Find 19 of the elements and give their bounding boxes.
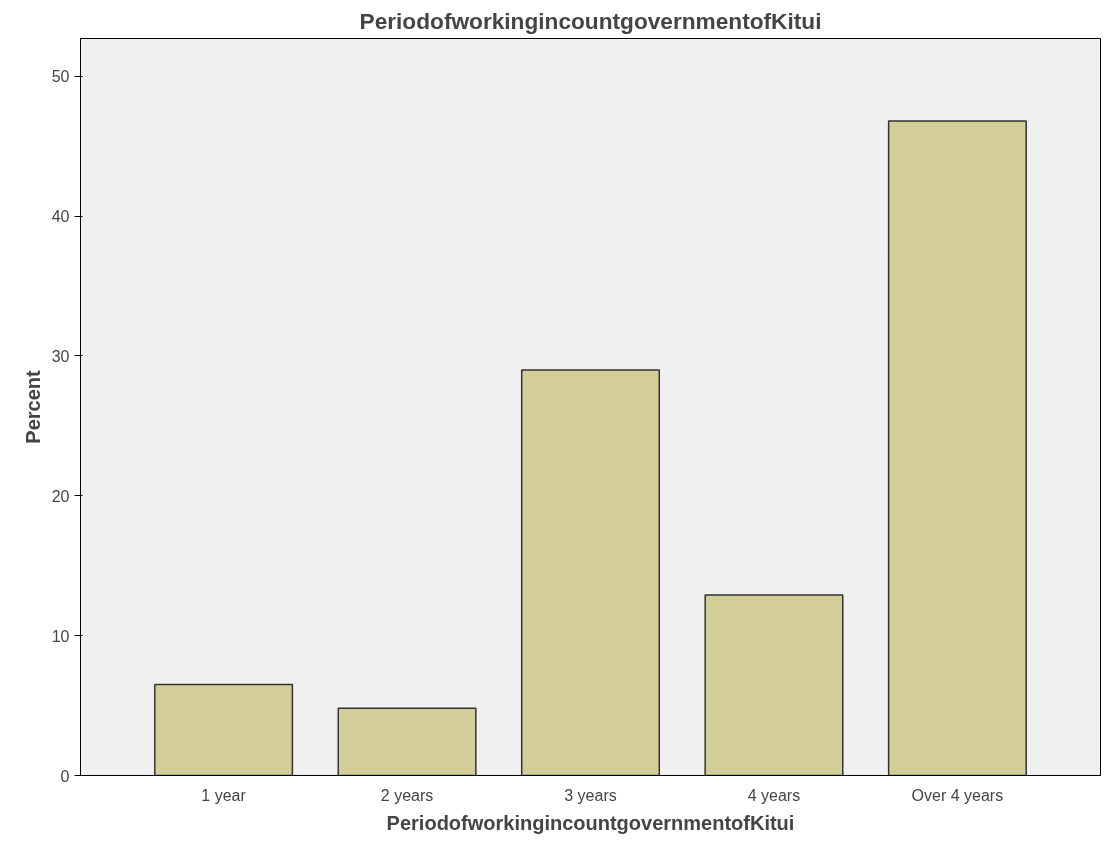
bar — [154, 683, 294, 776]
y-tick-label: 10 — [51, 627, 70, 645]
y-tick-label: 40 — [51, 208, 70, 226]
x-tick-label: Over 4 years — [911, 786, 1004, 804]
y-tick-label: 0 — [60, 767, 70, 785]
x-tick-label: 4 years — [747, 786, 801, 804]
x-tick-label: 1 year — [201, 786, 247, 804]
bar — [704, 594, 844, 776]
x-tick-label: 2 years — [380, 786, 434, 804]
bar — [337, 707, 477, 776]
y-tick-label: 20 — [51, 487, 70, 505]
bar — [520, 369, 661, 776]
bar — [887, 120, 1027, 776]
chart-title: PeriodofworkingincountgovernmentofKitui — [359, 7, 822, 34]
y-tick-label: 50 — [51, 68, 70, 86]
x-tick-label: 3 years — [564, 786, 617, 804]
y-tick-label: 30 — [51, 347, 70, 365]
y-axis-title: Percent — [21, 369, 44, 444]
x-axis-title: PeriodofworkingincountgovernmentofKitui — [386, 811, 795, 834]
